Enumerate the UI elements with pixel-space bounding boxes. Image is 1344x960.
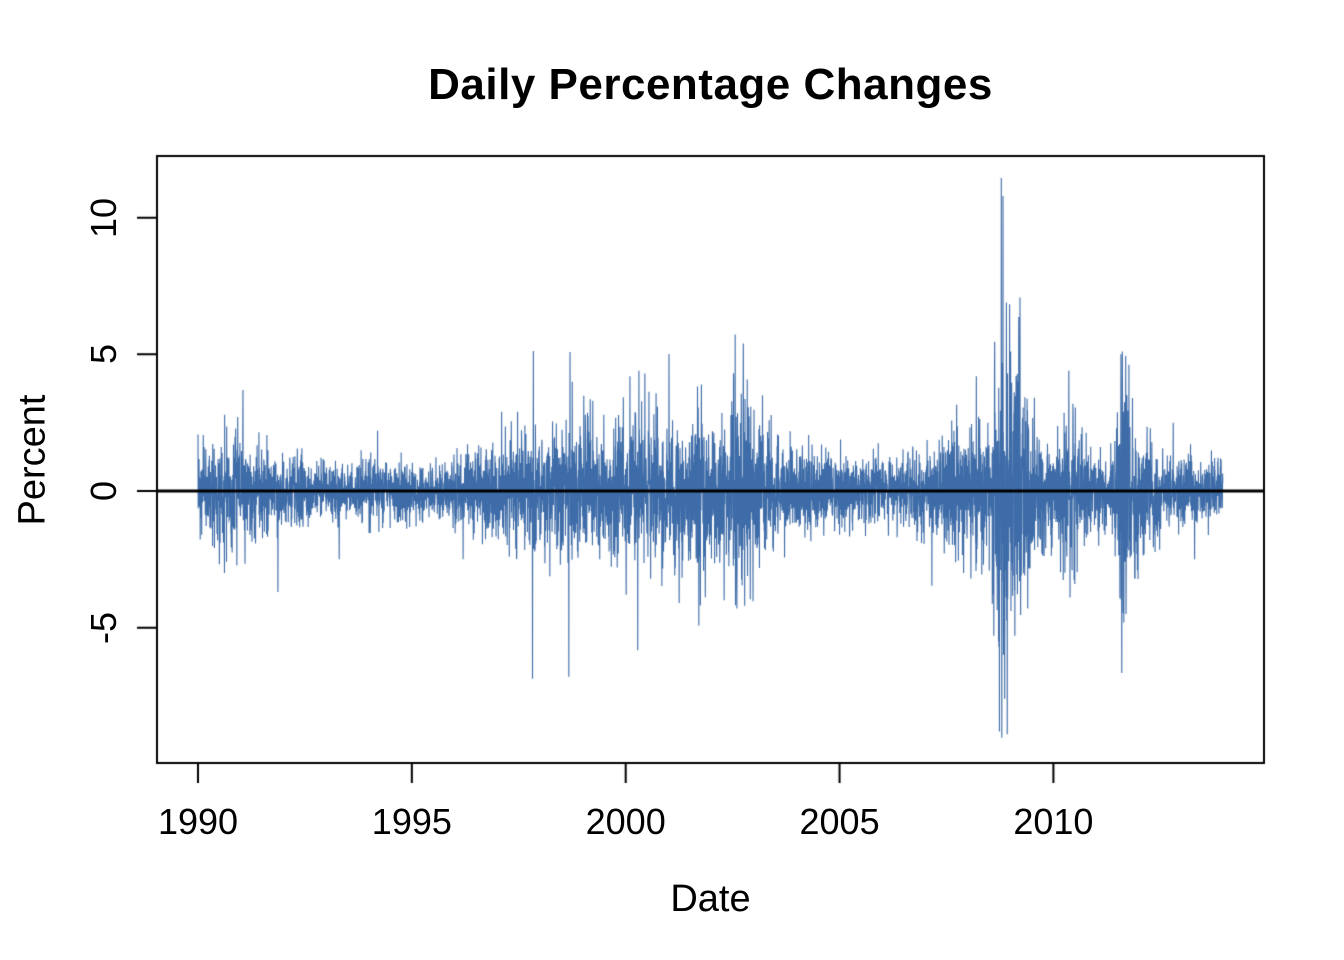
x-axis-label: Date <box>670 878 751 920</box>
x-tick-label: 1995 <box>371 801 452 842</box>
x-tick-label: 2010 <box>1013 801 1094 842</box>
chart-title: Daily Percentage Changes <box>428 60 993 109</box>
y-axis-label: Percent <box>11 394 54 526</box>
y-tick-label: 10 <box>83 197 124 238</box>
x-tick-label: 1990 <box>157 801 239 842</box>
x-tick-label: 2005 <box>799 801 880 842</box>
x-tick-label: 2000 <box>585 801 666 842</box>
y-tick-label: -5 <box>83 611 124 644</box>
y-tick-label: 0 <box>83 480 124 502</box>
y-tick-label: 5 <box>83 344 124 365</box>
